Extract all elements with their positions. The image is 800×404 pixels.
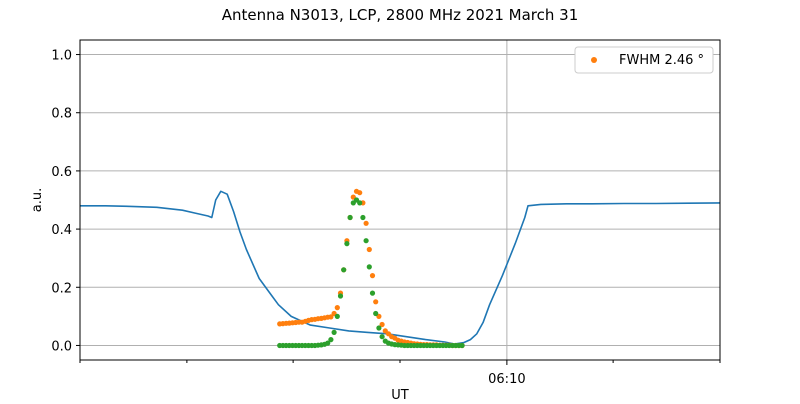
scatter-point [373,310,379,317]
y-tick-label: 0.2 [51,281,72,296]
scatter-point [369,273,376,279]
scatter-point [334,305,340,311]
scatter-point [334,313,340,319]
y-tick-label: 0.8 [51,107,72,122]
scatter-point [373,299,379,305]
y-tick-label: 0.6 [51,165,72,180]
fit-points [277,197,465,349]
plot-series [80,188,721,349]
scatter-point [331,329,337,335]
chart-title: Antenna N3013, LCP, 2800 MHz 2021 March … [222,6,579,24]
scatter-point [328,337,334,343]
legend-label: FWHM 2.46 ° [619,53,704,68]
scatter-point [328,314,334,320]
y-tick-label: 0.0 [51,339,72,354]
legend-box [574,46,714,74]
y-tick-label: 0.4 [51,223,72,238]
scatter-point [341,267,347,273]
axis-ticks: 0.0 0.2 0.4 0.6 0.8 1.0 06:10 [51,49,721,387]
scatter-point [366,264,372,270]
scatter-point [357,200,363,206]
scatter-point [347,214,353,221]
x-tick-label: 06:10 [488,372,525,387]
scatter-point [369,290,376,296]
scatter-point [363,220,369,226]
legend: FWHM 2.46 ° [574,46,714,74]
scatter-point [363,238,369,244]
scatter-point [344,241,350,247]
scatter-point [459,342,465,349]
scatter-point [379,334,385,340]
scatter-point [337,293,344,299]
scatter-point [366,246,372,253]
scatter-point [325,340,331,346]
series-line [80,190,721,345]
legend-marker [591,57,597,63]
x-axis-label: UT [391,388,409,400]
scatter-point [376,325,382,331]
scatter-point [360,214,366,221]
y-tick-label: 1.0 [51,49,72,64]
scatter-point [379,321,385,328]
scatter-point [357,190,363,196]
y-axis-label: a.u. [30,188,45,212]
